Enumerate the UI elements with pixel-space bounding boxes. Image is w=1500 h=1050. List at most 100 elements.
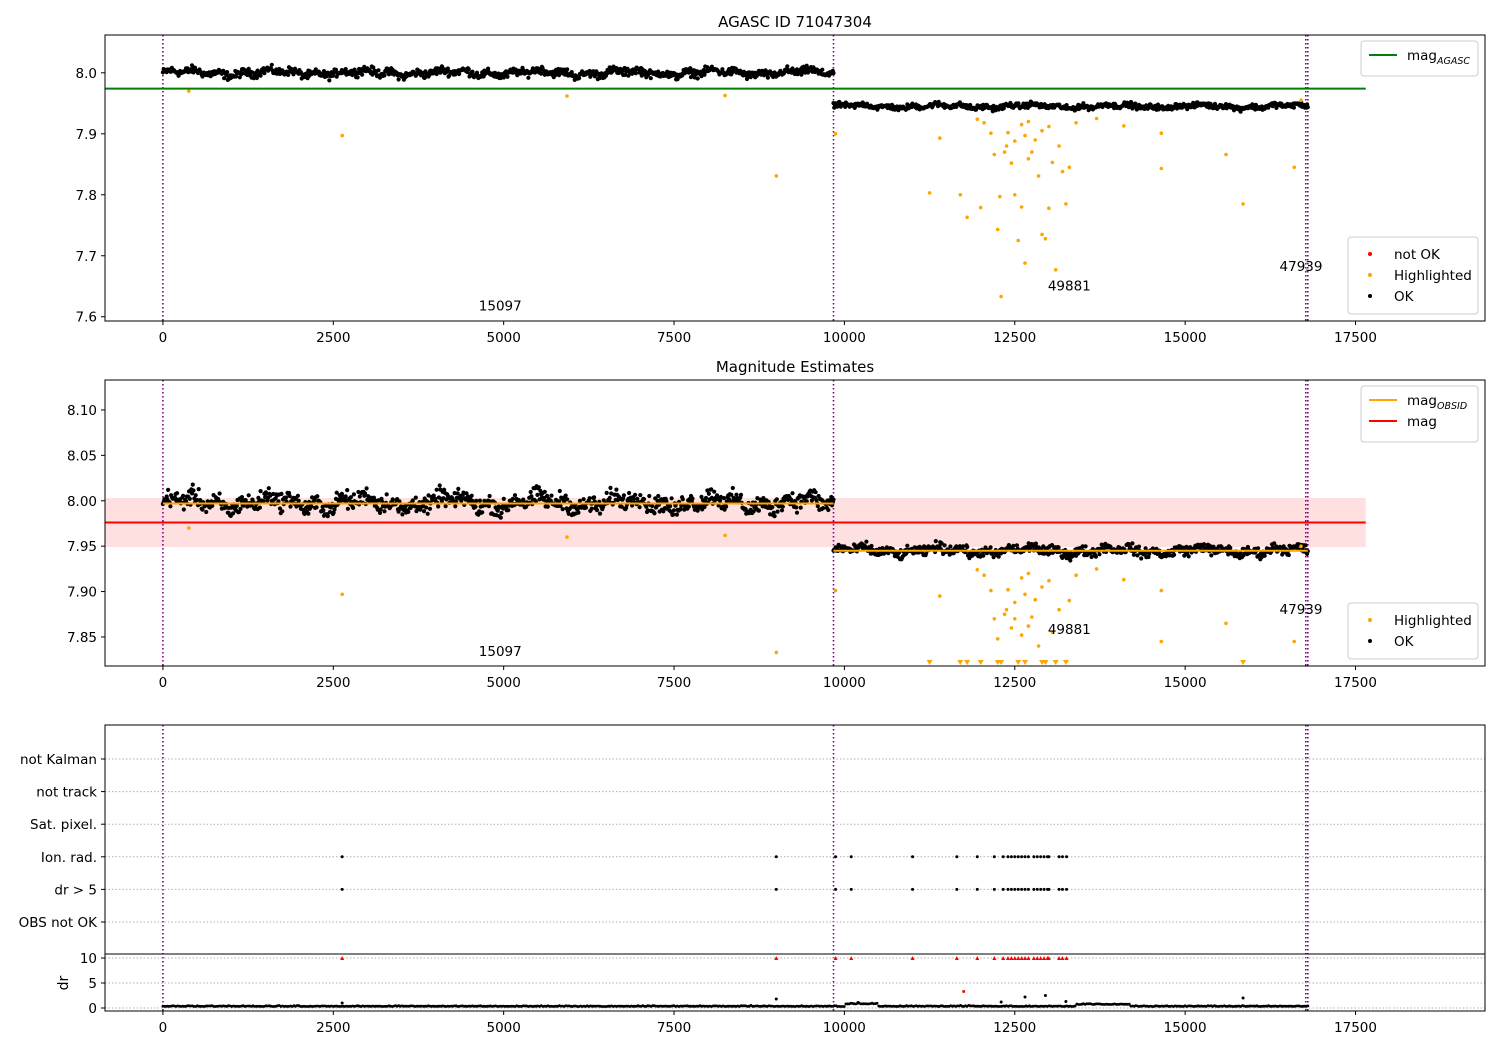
p2-highlighted-point: [989, 588, 993, 593]
p2-ok-point: [756, 508, 762, 513]
p2-bot-legend-dot-swatch: [1368, 618, 1372, 622]
agasc-axes-frame: [104, 34, 1486, 322]
p2-ok-point: [641, 497, 647, 502]
p3-dr-clipped-marker: [1031, 956, 1036, 960]
p2-ok-point: [734, 492, 739, 497]
p3-xtick-label: 5000: [486, 1020, 520, 1036]
p2-ok-point: [390, 497, 395, 502]
p1-ok-point: [258, 73, 263, 78]
p2-ok-point: [535, 492, 540, 497]
p2-ok-point: [542, 495, 547, 500]
p2-ok-point: [1209, 553, 1214, 558]
p1-ok-point: [396, 77, 401, 82]
p3-dr-clipped-marker: [1012, 956, 1017, 960]
p2-ok-point: [510, 496, 515, 501]
p1-highlighted-point: [187, 89, 191, 93]
p1-highlighted-point: [1060, 169, 1065, 174]
p3-flag-point: [1023, 887, 1027, 891]
p2-ok-point: [195, 497, 200, 503]
p2-out-of-range-marker: [1042, 660, 1049, 665]
p1-ok-point: [505, 74, 510, 79]
p3-flag-point: [1039, 855, 1043, 859]
p2-highlighted-point: [975, 568, 980, 572]
p2-ok-point: [168, 504, 173, 509]
p3-dr-ytick-label: 10: [80, 951, 97, 967]
p2-highlighted-point: [1019, 576, 1024, 580]
p2-ok-point: [826, 507, 831, 513]
p2-ok-point: [1136, 544, 1142, 549]
p2-highlighted-point: [1292, 639, 1296, 644]
p3-dr-clipped-marker: [340, 956, 345, 960]
p2-xtick-label: 5000: [486, 675, 520, 691]
p2-highlighted-point: [723, 533, 727, 538]
p2-ok-point: [321, 508, 326, 513]
p3-dr-spike-point: [1023, 995, 1027, 999]
p3-flag-point: [1042, 887, 1046, 891]
p2-highlighted-point: [1047, 578, 1051, 583]
p2-ok-point: [702, 504, 707, 510]
p3-dr-spike-point: [962, 990, 966, 993]
p1-highlighted-point: [965, 215, 969, 220]
p2-out-of-range-marker: [1015, 660, 1022, 665]
p1-highlighted-point: [999, 294, 1003, 299]
p1-highlighted-point: [1050, 160, 1055, 165]
p1-highlighted-point: [1026, 157, 1031, 161]
p2-ok-point: [166, 487, 171, 492]
p3-dr-point: [875, 1001, 879, 1005]
p2-ok-point: [724, 504, 729, 509]
p3-flag-point: [1013, 855, 1017, 859]
p2-ok-point: [280, 509, 285, 514]
p2-highlighted-point: [1122, 577, 1126, 582]
title-magnitude-estimates: Magnitude Estimates: [716, 358, 874, 376]
p2-ok-point: [674, 512, 680, 517]
p3-dr-clipped-marker: [849, 956, 854, 960]
p2-ok-point: [686, 504, 691, 509]
p1-obsid-annotation: 15097: [479, 299, 522, 315]
p1-highlighted-point: [1159, 166, 1164, 171]
agasc-annotations: 15097 49881 47939: [479, 259, 1323, 315]
p2-ok-point: [196, 487, 201, 492]
p1-ok-point: [597, 75, 603, 81]
p2-ok-point: [913, 545, 918, 550]
agasc-line-legend: magAGASC: [1360, 40, 1479, 77]
p1-highlighted-point: [1013, 193, 1017, 197]
p2-ok-point: [730, 485, 735, 491]
p3-dr-spike-point: [340, 1001, 344, 1005]
p2-out-of-range-marker: [964, 660, 971, 665]
p3-flag-point: [1001, 887, 1005, 891]
p2-ok-point: [181, 507, 186, 512]
p2-ok-point: [425, 511, 430, 516]
p2-highlighted-point: [1013, 617, 1017, 621]
p2-ok-point: [608, 485, 613, 490]
p2-bot-legend-label: Highlighted: [1394, 613, 1472, 629]
p2-ok-point: [529, 494, 534, 499]
magnitude-axes-frame: [104, 379, 1486, 667]
p2-ok-point: [325, 514, 330, 519]
p3-dr-spike-point: [1043, 994, 1047, 997]
p2-ok-point: [238, 506, 243, 511]
p1-highlighted-point: [975, 117, 980, 121]
p3-flag-point: [340, 887, 344, 891]
p1-ok-point: [526, 75, 531, 80]
p3-flag-point: [340, 855, 344, 859]
p3-flag-point: [1009, 887, 1013, 891]
p3-flag-point: [774, 855, 778, 859]
p2-ok-point: [981, 553, 986, 558]
p2-xtick-label: 17500: [1334, 675, 1377, 691]
p1-ok-point: [262, 71, 267, 76]
p1-highlighted-point: [1009, 161, 1014, 165]
p1-ok-point: [763, 68, 768, 73]
p3-dr-spike-point: [1064, 1000, 1068, 1003]
p2-ok-point: [804, 499, 809, 504]
p1-bot-legend-label: Highlighted: [1394, 268, 1472, 284]
p3-flag-point: [1057, 887, 1061, 891]
p1-top-legend-frame: [1360, 40, 1479, 77]
p2-out-of-range-marker: [977, 660, 984, 665]
p2-ok-point: [788, 497, 794, 502]
p1-ok-point: [831, 71, 836, 76]
p1-highlighted-point: [982, 121, 986, 125]
p2-ok-point: [437, 483, 442, 488]
p3-flag-point: [992, 887, 996, 891]
p2-ok-point: [234, 503, 239, 508]
p2-ok-point: [1130, 541, 1135, 546]
